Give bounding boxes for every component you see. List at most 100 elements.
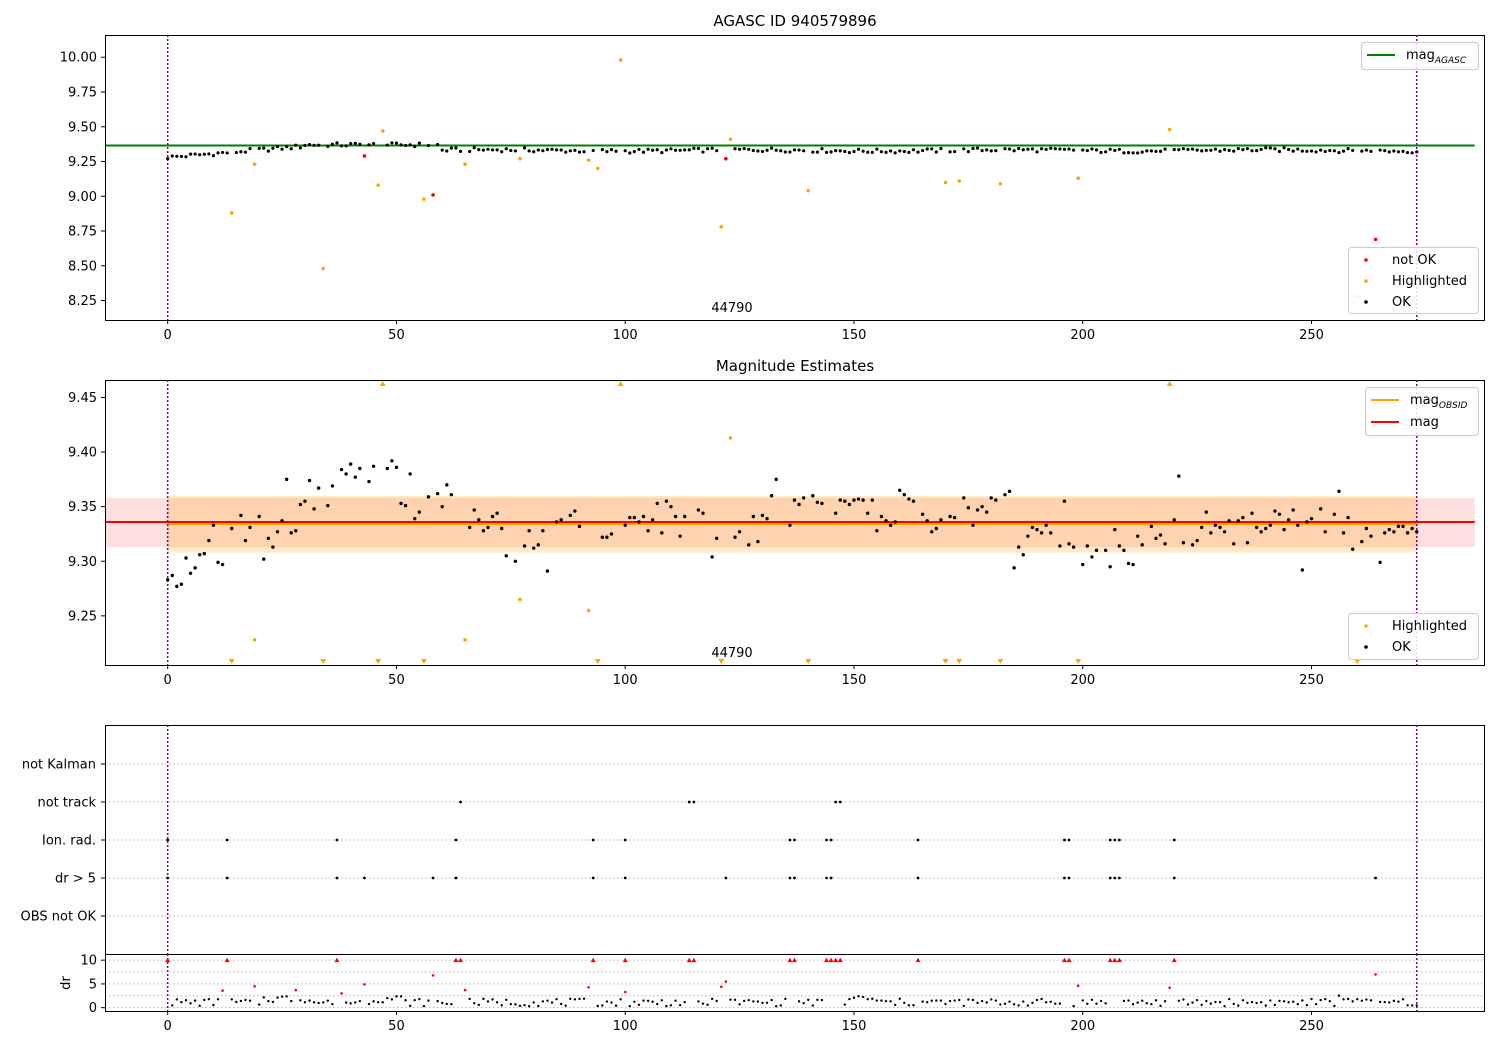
ok-point — [554, 520, 559, 524]
dr-point — [948, 999, 952, 1003]
ok-point — [1305, 520, 1309, 524]
ok-point — [792, 148, 797, 152]
dr-overflow-triangle — [622, 957, 628, 963]
y-tick-label: 8.50 — [68, 259, 97, 274]
ok-point — [811, 150, 815, 154]
dr-point — [175, 998, 179, 1001]
dr-overflow-triangle — [828, 957, 834, 963]
ok-point — [1103, 548, 1108, 553]
ok-point — [559, 518, 563, 522]
ok-point — [1026, 147, 1030, 151]
ok-point — [1062, 147, 1067, 151]
ok-point — [454, 146, 458, 150]
ok-point — [1323, 149, 1327, 154]
dr-point — [907, 1004, 911, 1007]
flag-labels: not Kalman not track Ion. rad. dr > 5 OBS no… — [21, 758, 105, 925]
ok-point — [449, 146, 453, 150]
ok-point — [1378, 148, 1382, 152]
ok-point — [499, 526, 504, 531]
ok-point — [609, 148, 614, 152]
ok-point — [477, 147, 481, 152]
ok-point — [316, 486, 321, 490]
ok-point — [582, 150, 586, 154]
ok-point — [815, 150, 819, 154]
dr-point — [633, 1000, 636, 1003]
ok-point — [307, 478, 312, 483]
dr-point — [930, 999, 933, 1002]
ok-point — [975, 508, 980, 512]
dr-high-point — [1076, 984, 1080, 988]
panel2-frame — [105, 380, 1485, 666]
ok-point — [1149, 524, 1154, 529]
dr-point — [569, 997, 572, 1001]
dr-overflow-triangle — [792, 957, 797, 963]
ok-point — [751, 148, 755, 153]
panel2-x-ticks: 050100150200250300 — [164, 665, 1324, 688]
ok-point — [792, 498, 797, 502]
ok-point — [802, 149, 806, 153]
x-tick-label: 150 — [842, 328, 867, 343]
ok-point — [303, 143, 307, 148]
ok-point — [975, 146, 980, 150]
ok-point — [678, 148, 682, 152]
ok-point — [193, 566, 197, 570]
ok-point — [1145, 149, 1149, 153]
dr-point — [322, 1001, 325, 1004]
ok-point — [1154, 149, 1158, 153]
flag-point — [793, 876, 796, 880]
dr-point — [637, 1003, 641, 1007]
ok-point — [472, 508, 476, 512]
ok-point — [1346, 515, 1350, 520]
ok-point — [948, 514, 952, 519]
ok-point — [856, 147, 861, 151]
ok-point — [486, 525, 490, 530]
ok-point — [907, 150, 911, 154]
ok-point — [811, 494, 815, 498]
flag-point — [793, 838, 796, 842]
ok-point — [1415, 530, 1419, 534]
dr-point — [1282, 1000, 1286, 1003]
dr-point — [1333, 1004, 1336, 1008]
ok-point — [760, 149, 765, 154]
ok-point — [1030, 147, 1035, 151]
dr-point — [422, 1004, 426, 1008]
ok-point — [1396, 150, 1401, 154]
dr-point — [761, 1001, 764, 1005]
dr-point — [706, 1003, 709, 1006]
ok-point — [486, 147, 490, 151]
ok-point — [568, 149, 572, 153]
dr-point — [811, 1004, 815, 1007]
ok-point — [1213, 523, 1218, 527]
dr-point — [1012, 1003, 1016, 1006]
dr-point — [349, 1002, 352, 1005]
dr-point — [1310, 997, 1313, 1001]
ok-point — [1117, 147, 1121, 151]
ok-point — [646, 528, 650, 533]
dr-point — [1301, 999, 1304, 1002]
ok-point — [248, 147, 252, 151]
dr-point — [578, 997, 581, 1001]
ok-point — [870, 498, 874, 502]
ok-point — [1241, 515, 1245, 520]
ok-point — [756, 539, 760, 544]
dr-overflow-triangle — [1116, 957, 1122, 963]
ok-point — [962, 147, 966, 151]
dr-point — [1378, 1000, 1382, 1004]
ok-point — [623, 523, 627, 527]
flag-point — [1067, 876, 1071, 880]
dr-point — [1415, 1004, 1418, 1007]
ok-point — [1410, 151, 1414, 155]
ok-point — [1341, 531, 1346, 535]
ok-point — [1081, 148, 1085, 152]
legend-mag-obsid-sub: OBSID — [1439, 401, 1468, 411]
ok-point — [532, 150, 536, 154]
dr-point — [843, 1003, 847, 1006]
ok-point — [468, 149, 472, 154]
ok-point — [271, 545, 275, 549]
dr-point — [418, 997, 421, 1001]
flag-point — [454, 838, 458, 842]
dr-point — [486, 1000, 490, 1003]
ok-point — [861, 498, 865, 502]
ok-point — [1172, 518, 1176, 522]
dr-point — [610, 1001, 613, 1004]
